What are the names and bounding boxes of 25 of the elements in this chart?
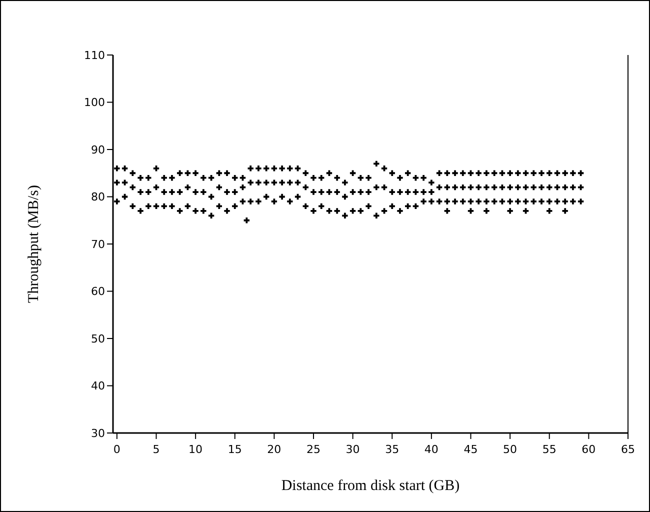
x-tick-label: 35 xyxy=(385,443,400,456)
x-tick-label: 0 xyxy=(113,443,120,456)
x-tick-label: 25 xyxy=(306,443,320,456)
y-tick-label: 70 xyxy=(91,238,105,251)
y-tick-label: 90 xyxy=(91,143,105,156)
x-tick-label: 10 xyxy=(188,443,203,456)
x-tick-label: 30 xyxy=(346,443,360,456)
x-tick-label: 60 xyxy=(582,443,596,456)
y-tick-label: 30 xyxy=(91,426,105,440)
y-tick-label: 80 xyxy=(91,190,105,204)
y-axis-title: Throughput (MB/s) xyxy=(26,185,42,303)
x-tick-label: 20 xyxy=(267,443,282,456)
y-tick-label: 60 xyxy=(91,285,105,298)
x-tick-label: 40 xyxy=(424,443,438,456)
y-tick-label: 50 xyxy=(91,332,105,346)
y-tick-label: 100 xyxy=(84,96,105,110)
x-tick-label: 45 xyxy=(464,443,478,456)
x-axis-title: Distance from disk start (GB) xyxy=(281,478,460,494)
y-tick-label: 40 xyxy=(91,380,105,393)
x-tick-label: 15 xyxy=(228,443,242,456)
x-tick-label: 5 xyxy=(152,443,160,456)
y-tick-label: 110 xyxy=(84,48,105,62)
x-tick-label: 50 xyxy=(503,443,518,456)
x-tick-label: 65 xyxy=(621,443,635,456)
x-tick-label: 55 xyxy=(542,443,556,456)
